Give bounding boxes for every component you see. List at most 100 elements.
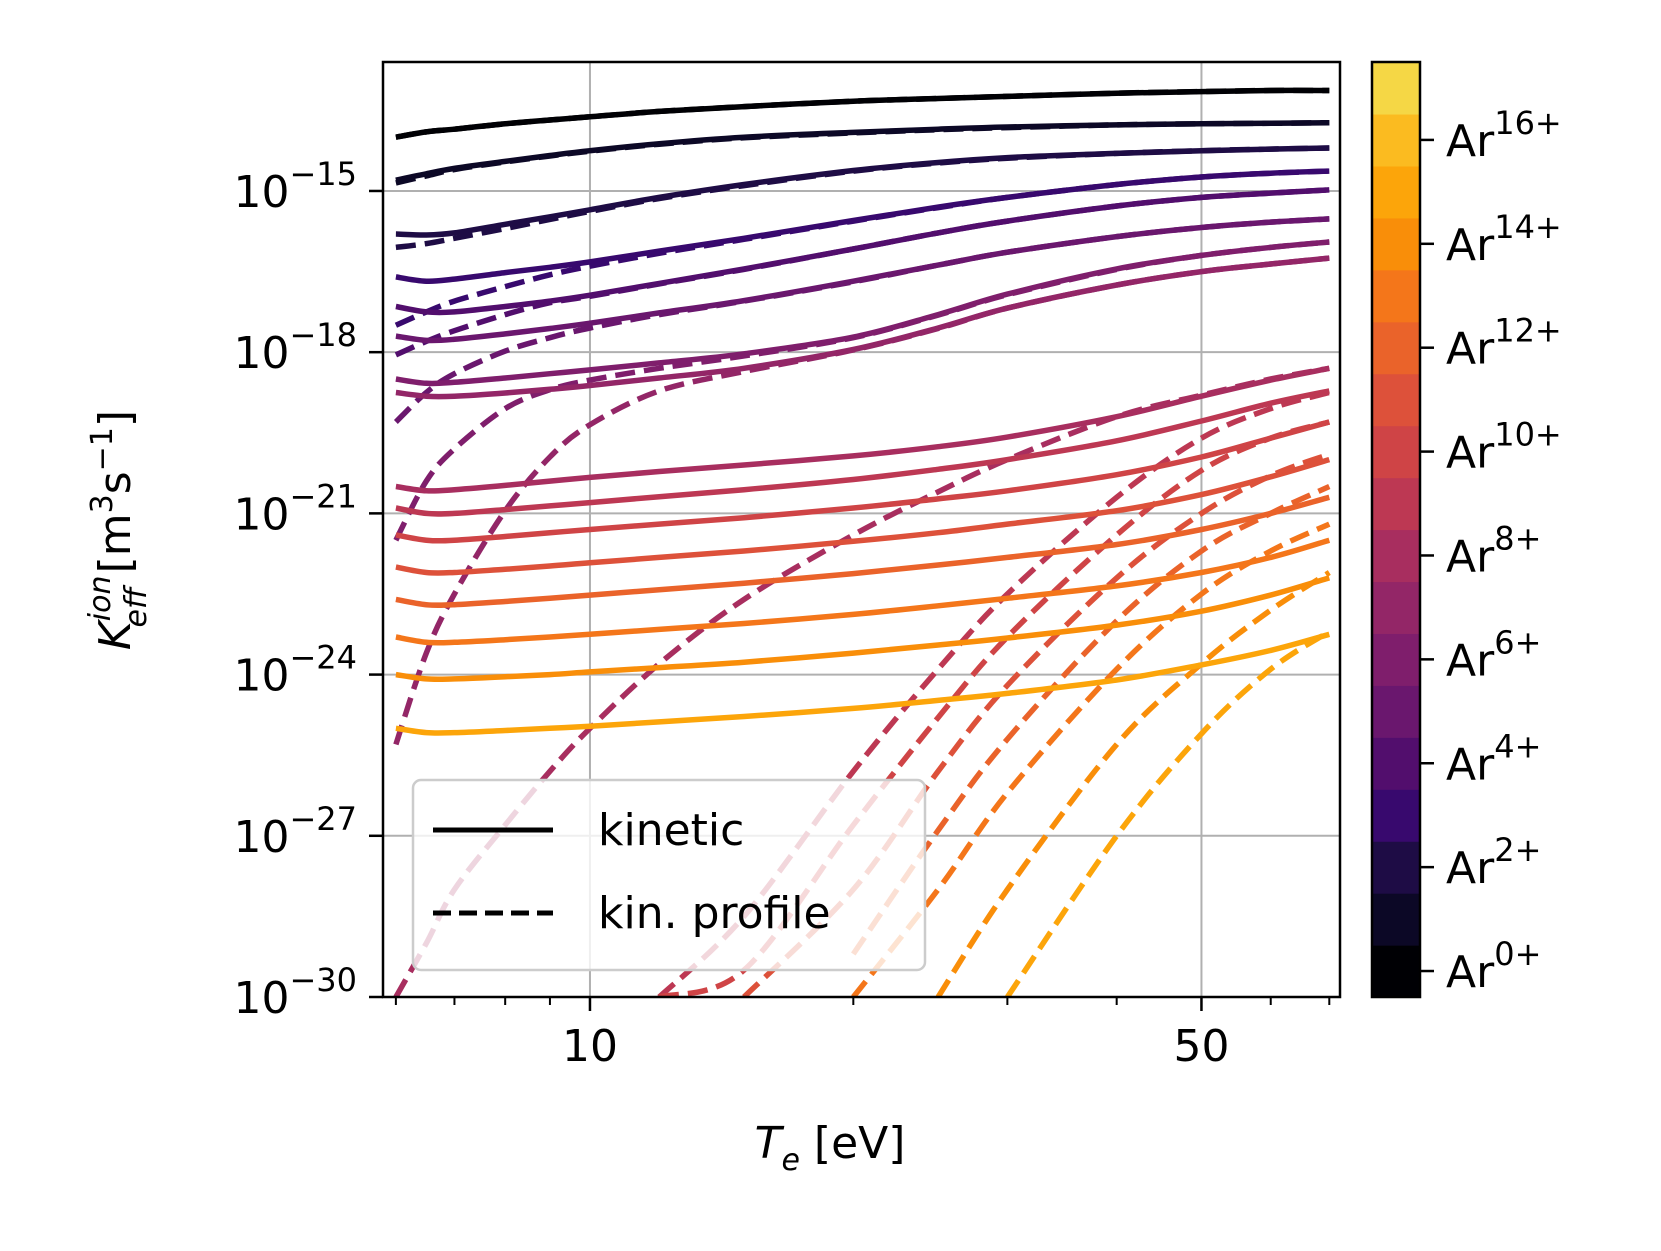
y-tick-label: 10−21 (233, 477, 357, 540)
y-axis-label: Kioneff [m3s−1] (83, 410, 154, 650)
y-tick-base: 10 (233, 812, 289, 863)
y-tick-base: 10 (233, 489, 289, 540)
colorbar-tick-base: Ar (1446, 531, 1495, 582)
plot-frame (381, 60, 1342, 999)
y-tick-label: 10−15 (233, 155, 357, 218)
colorbar-segment (1372, 529, 1420, 583)
series-line-kin-profile (395, 87, 1330, 140)
x-tick-label: 50 (1173, 1021, 1229, 1072)
x-tick-label: 10 (562, 1021, 618, 1072)
series-line-kinetic (395, 419, 1331, 544)
y-axis-label-unit-close: ] (90, 410, 141, 427)
colorbar-tick-label: Ar16+ (1446, 104, 1562, 167)
colorbar-tick-label: Ar14+ (1446, 208, 1562, 271)
y-tick-base: 10 (233, 328, 289, 379)
series-line-kin-profile (395, 119, 1330, 186)
colorbar-segment (1372, 425, 1420, 479)
y-axis-label-unit-pow1: 3 (85, 494, 120, 513)
series-line-kinetic (395, 388, 1330, 517)
series-line-kinetic (395, 365, 1330, 494)
colorbar-tick-charge: 8+ (1494, 519, 1541, 557)
colorbar-tick-label: Ar4+ (1446, 727, 1541, 790)
colorbar-tick-base: Ar (1446, 428, 1495, 479)
colorbar-tick-base: Ar (1446, 220, 1495, 271)
series-line-kin-profile (394, 187, 1330, 358)
x-axis-label: Te [eV] (755, 1118, 906, 1178)
x-axis-label-unit: [eV] (800, 1118, 906, 1169)
colorbar-tick-label: Ar2+ (1446, 831, 1541, 894)
colorbar-segment (1372, 217, 1420, 271)
colorbar-tick-charge: 12+ (1494, 312, 1562, 350)
colorbar-tick-base: Ar (1446, 324, 1495, 375)
y-tick-exponent: −21 (289, 477, 357, 515)
colorbar-segment (1372, 945, 1420, 998)
y-axis-label-unit-mid: s (90, 471, 141, 494)
colorbar-tick-base: Ar (1446, 116, 1495, 167)
colorbar-tick-label: Ar6+ (1446, 623, 1541, 686)
y-tick-exponent: −30 (289, 961, 357, 999)
y-axis-label-sup: ion (83, 576, 118, 622)
colorbar-segment (1372, 685, 1420, 738)
colorbar-segment (1372, 581, 1420, 634)
y-tick-label: 10−24 (233, 639, 357, 702)
y-tick-base: 10 (233, 167, 289, 218)
y-axis-label-main: K (90, 618, 141, 650)
series-line-kin-profile (1005, 629, 1331, 997)
series-line-kinetic (395, 631, 1331, 736)
colorbar-tick-base: Ar (1446, 739, 1495, 790)
y-tick-exponent: −15 (289, 155, 357, 193)
colorbar-segment (1372, 373, 1420, 427)
series-line-kinetic (395, 575, 1331, 683)
series-line-kin-profile (658, 419, 1331, 997)
y-axis-label-sub: eff (119, 584, 154, 627)
colorbar-segment (1372, 841, 1420, 894)
x-axis-label-sub: e (781, 1143, 799, 1178)
y-tick-base: 10 (233, 973, 289, 1024)
colorbar-segment (1372, 321, 1420, 375)
colorbar-tick-charge: 2+ (1494, 831, 1541, 869)
series-line-kin-profile (395, 145, 1330, 251)
colorbar: Ar0+Ar2+Ar4+Ar6+Ar8+Ar10+Ar12+Ar14+Ar16+ (1370, 60, 1562, 999)
series-line-kin-profile (935, 570, 1331, 997)
series-line-kin-profile (851, 484, 1331, 956)
y-tick-label: 10−30 (233, 961, 357, 1024)
colorbar-tick-label: Ar0+ (1446, 935, 1541, 998)
series-line-kinetic (395, 537, 1331, 646)
series-line-kin-profile (393, 216, 1330, 424)
y-axis-label-unit-open: [m (90, 513, 141, 587)
colorbar-segment (1372, 62, 1420, 115)
colorbar-tick-label: Ar12+ (1446, 312, 1562, 375)
y-tick-exponent: −24 (289, 639, 357, 677)
colorbar-tick-charge: 0+ (1494, 935, 1541, 973)
colorbar-segment (1372, 737, 1420, 790)
series-line-kin-profile (393, 365, 1330, 997)
y-axis-label-unit-pow2: −1 (85, 427, 120, 471)
colorbar-tick-base: Ar (1446, 843, 1495, 894)
colorbar-tick-charge: 10+ (1494, 416, 1562, 454)
colorbar-tick-charge: 14+ (1494, 208, 1562, 246)
colorbar-segment (1372, 789, 1420, 842)
y-tick-exponent: −18 (289, 316, 357, 354)
y-tick-label: 10−18 (233, 316, 357, 379)
x-axis-label-main: T (755, 1118, 785, 1169)
series-line-kin-profile (394, 168, 1330, 328)
legend-entry-kinetic: kinetic (598, 805, 744, 856)
colorbar-tick-label: Ar8+ (1446, 519, 1541, 582)
colorbar-segment (1372, 893, 1420, 946)
y-tick-base: 10 (233, 651, 289, 702)
colorbar-segment (1372, 113, 1420, 167)
colorbar-tick-base: Ar (1446, 635, 1495, 686)
colorbar-frame (1370, 60, 1422, 999)
series-line-kin-profile (393, 239, 1330, 542)
y-tick-label: 10−27 (233, 800, 357, 863)
legend-entry-kin-profile: kin. profile (598, 888, 831, 939)
colorbar-tick-label: Ar10+ (1446, 416, 1562, 479)
colorbar-segment (1372, 633, 1420, 686)
colorbar-tick-base: Ar (1446, 947, 1495, 998)
colorbar-segment (1372, 165, 1420, 219)
colorbar-tick-charge: 4+ (1494, 727, 1541, 765)
colorbar-segment (1372, 477, 1420, 531)
